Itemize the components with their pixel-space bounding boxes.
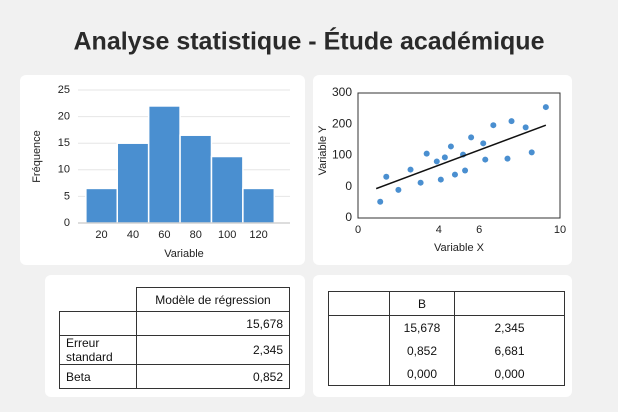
y-tick-label: 100 — [332, 148, 352, 162]
table-cell: Erreur standard — [59, 335, 137, 365]
x-tick-label: 120 — [249, 229, 267, 241]
table: Modèle de régression 15,678 Erreur standar… — [59, 287, 290, 389]
point — [423, 150, 430, 157]
point — [462, 167, 469, 174]
point — [480, 140, 487, 147]
trend-line — [375, 124, 547, 190]
point — [437, 176, 444, 183]
y-tick-label: 5 — [64, 190, 70, 202]
point — [542, 104, 549, 111]
bar — [210, 155, 244, 224]
point — [377, 198, 384, 205]
y-tick-label: 0 — [64, 217, 70, 229]
table-row: Modèle de régression — [60, 287, 290, 312]
point — [433, 158, 440, 165]
table-cell: 6,681 — [454, 339, 565, 362]
point — [447, 143, 454, 150]
bar — [147, 105, 181, 224]
point — [451, 171, 458, 178]
x-axis-label: Variable — [164, 248, 204, 260]
x-tick-label: 100 — [218, 229, 236, 241]
point — [468, 134, 475, 141]
x-tick-label: 20 — [95, 229, 107, 241]
point — [395, 186, 402, 193]
table-cell: 15,678 — [136, 311, 290, 336]
page-title: Analyse statistique - Étude académique — [74, 27, 545, 56]
table-row: Erreur standard 2,345 — [59, 335, 290, 365]
x-tick-label: 6 — [476, 224, 482, 236]
y-axis-label: Variable Y — [317, 125, 329, 175]
point — [441, 154, 448, 161]
y-tick-label: 25 — [58, 84, 70, 96]
y-tick-label: 10 — [58, 164, 70, 176]
table-cell — [328, 339, 390, 362]
point — [522, 124, 529, 131]
x-axis-label: Variable X — [434, 242, 485, 254]
table-cell — [60, 288, 137, 312]
card — [313, 75, 572, 265]
table-cell: Modèle de régression — [136, 287, 290, 312]
point — [528, 149, 535, 156]
table-cell — [454, 291, 565, 316]
x-tick-label: 4 — [436, 224, 442, 236]
table-row: B — [328, 291, 565, 316]
table-row: Beta 0,852 — [59, 364, 290, 389]
table-row: 15,678 — [59, 311, 290, 336]
table-row: 0,852 6,681 — [328, 339, 565, 362]
point — [490, 122, 497, 129]
point — [417, 179, 424, 186]
plot-frame — [357, 92, 561, 219]
table-cell — [328, 315, 390, 339]
table-cell: 2,345 — [454, 315, 565, 339]
point — [482, 156, 489, 163]
table-cell — [328, 291, 390, 316]
y-tick-label: 0 — [345, 179, 352, 193]
point — [504, 155, 511, 162]
table-cell — [328, 362, 390, 386]
table-cell: 15,678 — [389, 315, 455, 339]
point — [407, 166, 414, 173]
x-tick-label: 60 — [158, 229, 170, 241]
bar — [85, 187, 119, 224]
table-cell: 0,852 — [389, 339, 455, 362]
table-cell: Beta — [59, 364, 137, 389]
table-cell: 2,345 — [136, 335, 290, 365]
y-tick-label: 0 — [345, 210, 352, 224]
bar — [116, 142, 150, 224]
table-cell: 0,000 — [389, 362, 455, 386]
bar — [179, 134, 213, 224]
table-cell: 0,852 — [136, 364, 290, 389]
table-cell — [59, 311, 137, 336]
table-row: 0,000 0,000 — [328, 362, 565, 386]
x-tick-label: 0 — [355, 224, 361, 236]
table-row: 15,678 2,345 — [328, 315, 565, 339]
bar — [242, 187, 276, 224]
point — [383, 173, 390, 180]
table-cell: B — [389, 291, 455, 316]
y-tick-label: 200 — [332, 116, 352, 130]
x-tick-label: 40 — [127, 229, 139, 241]
y-tick-label: 300 — [332, 85, 352, 99]
table: B 15,678 2,345 0,852 6,681 0,000 0,000 — [328, 291, 565, 386]
y-tick-label: 15 — [58, 137, 70, 149]
y-axis-label: Fréquence — [31, 130, 43, 183]
y-tick-label: 20 — [58, 111, 70, 123]
x-tick-label: 80 — [190, 229, 202, 241]
point — [508, 118, 515, 125]
table-cell: 0,000 — [454, 362, 565, 386]
x-tick-label: 10 — [554, 224, 566, 236]
